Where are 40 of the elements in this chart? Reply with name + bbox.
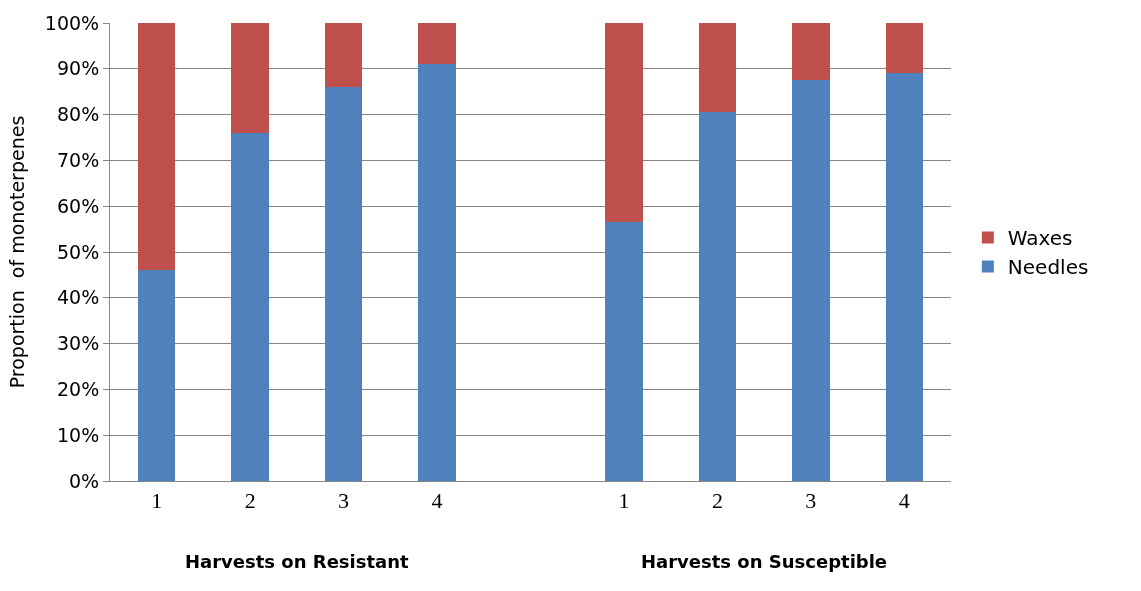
bar	[324, 87, 363, 481]
y-tick-label: 30%	[56, 332, 100, 355]
bar	[138, 270, 176, 481]
y-tick-label: 0%	[69, 469, 100, 492]
x-tick-label: 2	[711, 488, 723, 514]
y-tick-label: 100%	[44, 11, 100, 34]
bar	[885, 23, 923, 74]
bar	[138, 23, 176, 271]
bar	[231, 23, 269, 133]
text: Harvests on Resistant	[185, 551, 410, 572]
x-tick-label: 1	[618, 488, 630, 514]
y-tick-label: 50%	[56, 240, 100, 263]
y-tick-label: 10%	[56, 423, 100, 446]
text: Harvests on Susceptible	[641, 551, 888, 572]
bar	[418, 64, 456, 481]
bar	[792, 80, 830, 481]
bar	[605, 222, 643, 481]
bar	[324, 23, 363, 88]
x-tick-label: 2	[244, 488, 256, 514]
y-tick-label: 70%	[56, 149, 100, 172]
y-tick-label: 90%	[56, 57, 100, 80]
x-tick-label: 1	[151, 488, 163, 514]
y-axis-title: Proportion of monoterpenes	[5, 115, 28, 389]
bar	[418, 23, 456, 65]
y-tick-label: 80%	[56, 103, 100, 126]
x-tick-label: 4	[898, 488, 910, 514]
y-tick-label: 60%	[56, 194, 100, 217]
bar	[231, 132, 269, 481]
y-tick-label: 20%	[56, 378, 100, 401]
bar	[698, 112, 737, 481]
bar	[605, 23, 643, 223]
bar	[885, 73, 923, 481]
x-tick-label: 4	[431, 488, 443, 514]
legend-label: Waxes	[1007, 226, 1073, 251]
bar	[698, 23, 737, 113]
y-tick-label: 40%	[56, 286, 100, 309]
x-tick-label: 3	[805, 488, 817, 514]
x-tick-label: 3	[338, 488, 350, 514]
legend-label: Needles	[1007, 255, 1089, 280]
bar	[792, 23, 830, 81]
